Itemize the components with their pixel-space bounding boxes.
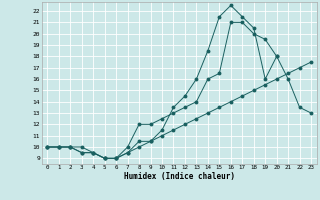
X-axis label: Humidex (Indice chaleur): Humidex (Indice chaleur) xyxy=(124,172,235,181)
